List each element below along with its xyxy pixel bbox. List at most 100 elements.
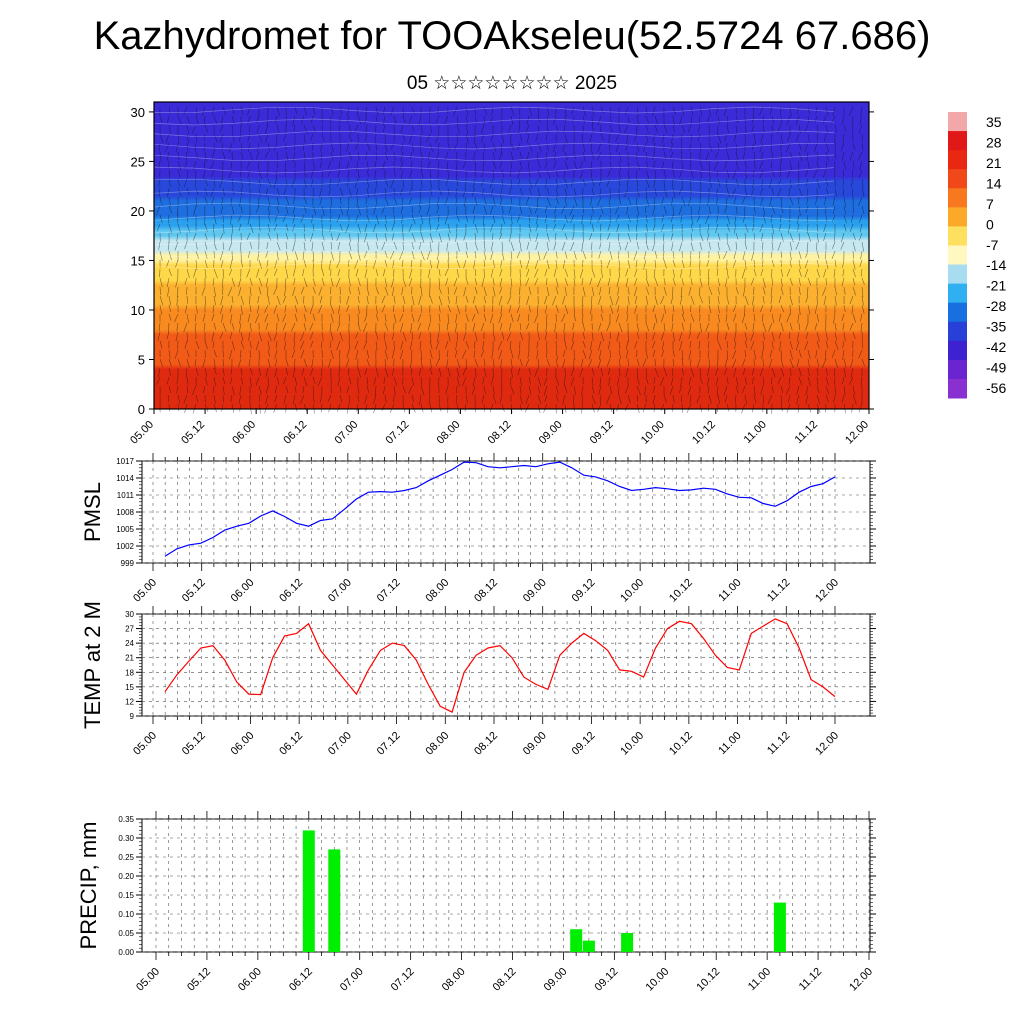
precip-x-tick-label: 08.12 <box>491 966 519 994</box>
precip-frame <box>141 818 871 953</box>
precip-x-tick-label: 09.12 <box>593 966 621 994</box>
precip-y-tick-label: 0.25 <box>118 853 134 862</box>
temp2m-x-tick-label: 10.12 <box>667 730 695 758</box>
pmsl-y-axis-label: PMSL <box>80 482 105 542</box>
heatmap-y-tick-label: 0 <box>138 402 145 417</box>
precip-y-tick-label: 0.10 <box>118 910 134 919</box>
precip-x-tick-label: 06.12 <box>287 966 315 994</box>
temp2m-x-tick-label: 06.00 <box>229 730 257 758</box>
heatmap-x-tick-label: 07.12 <box>384 419 412 447</box>
precip-x-tick-label: 07.12 <box>389 966 417 994</box>
colorbar-label: -28 <box>986 298 1006 314</box>
heatmap-x-tick-label: 07.00 <box>332 419 360 447</box>
pmsl-y-tick-label: 1008 <box>116 508 134 517</box>
precip-y-tick-label: 0.00 <box>118 948 134 957</box>
temp2m-x-tick-label: 12.00 <box>813 730 841 758</box>
pmsl-x-tick-label: 11.12 <box>765 577 792 604</box>
temp2m-y-tick-label: 15 <box>125 683 134 692</box>
precip-x-tick-label: 05.12 <box>185 966 213 994</box>
precip-x-tick-label: 10.00 <box>643 966 671 994</box>
pmsl-x-tick-label: 07.12 <box>375 577 403 605</box>
temp2m-y-tick-label: 9 <box>130 712 135 721</box>
pmsl-x-tick-label: 06.12 <box>277 577 305 605</box>
pmsl-x-tick-label: 05.00 <box>131 577 159 605</box>
heatmap-x-tick-label: 08.12 <box>486 419 514 447</box>
colorbar-segment <box>948 359 967 380</box>
pmsl-x-tick-label: 09.00 <box>521 577 549 605</box>
colorbar-segment <box>948 131 967 151</box>
temp2m-y-tick-label: 24 <box>125 639 134 648</box>
colorbar-label: 28 <box>986 135 1002 151</box>
precip-x-tick-label: 06.00 <box>236 966 264 994</box>
precip-bar <box>582 940 595 952</box>
temp2m-x-tick-label: 05.00 <box>131 730 159 758</box>
pmsl-x-tick-label: 10.00 <box>618 577 646 605</box>
pmsl-x-tick-label: 12.00 <box>813 577 841 605</box>
precip-y-tick-label: 0.05 <box>118 929 134 938</box>
heatmap-x-tick-label: 05.00 <box>128 419 156 447</box>
heatmap-y-tick-label: 30 <box>131 105 145 120</box>
heatmap-y-tick-label: 10 <box>131 303 145 318</box>
temp2m-y-axis-label: TEMP at 2 M <box>80 601 105 729</box>
temp2m-series-line <box>164 618 836 713</box>
page-subtitle: 05 ☆☆☆☆☆☆☆☆ 2025 <box>406 73 618 94</box>
temp2m-y-tick-label: 21 <box>125 654 134 663</box>
colorbar-segment <box>948 264 967 285</box>
pmsl-x-tick-label: 05.12 <box>180 577 208 605</box>
colorbar-label: -49 <box>986 359 1006 375</box>
pmsl-x-tick-label: 06.00 <box>229 577 257 605</box>
colorbar-segment <box>948 283 967 304</box>
colorbar-segment <box>948 245 967 266</box>
pmsl-y-tick-label: 1017 <box>116 457 134 466</box>
heatmap-x-tick-label: 05.12 <box>179 419 207 447</box>
pmsl-y-tick-label: 1011 <box>117 491 135 500</box>
colorbar-segment <box>948 226 967 246</box>
pmsl-series-line <box>164 461 836 557</box>
colorbar-segment <box>948 378 967 399</box>
precip-x-tick-label: 11.12 <box>797 966 824 993</box>
pmsl-x-tick-label: 08.12 <box>472 577 500 605</box>
colorbar-label: -14 <box>986 257 1006 273</box>
colorbar-label: -42 <box>986 339 1006 355</box>
heatmap-x-tick-label: 11.00 <box>742 419 769 446</box>
pmsl-x-tick-label: 08.00 <box>423 577 451 605</box>
page-title: Kazhydromet for TOOAkseleu(52.5724 67.68… <box>93 14 931 58</box>
colorbar-segment <box>948 169 967 189</box>
temp2m-y-tick-label: 27 <box>125 625 134 634</box>
pmsl-y-tick-label: 1005 <box>116 525 134 534</box>
streamlines <box>153 106 835 270</box>
temp2m-x-tick-label: 08.00 <box>423 730 451 758</box>
precip-bar <box>302 830 315 952</box>
precip-bar <box>621 933 634 952</box>
precip-x-tick-label: 10.12 <box>694 966 722 994</box>
pmsl-x-tick-label: 09.12 <box>570 577 598 605</box>
temp2m-x-tick-label: 11.00 <box>716 730 743 757</box>
colorbar-label: -21 <box>986 278 1006 294</box>
heatmap-x-tick-label: 08.00 <box>435 419 463 447</box>
pmsl-x-tick-label: 11.00 <box>716 577 743 604</box>
colorbar-label: -56 <box>986 380 1006 396</box>
pmsl-y-tick-label: 999 <box>121 559 135 568</box>
heatmap-y-tick-label: 15 <box>131 253 145 268</box>
temp2m-x-tick-label: 08.12 <box>472 730 500 758</box>
temp2m-y-tick-label: 12 <box>125 697 134 706</box>
colorbar-segment <box>948 188 967 208</box>
heatmap-x-tick-label: 12.00 <box>843 419 871 447</box>
heatmap-x-tick-label: 09.12 <box>588 419 616 447</box>
colorbar-label: 0 <box>986 216 994 232</box>
temp2m-x-tick-label: 06.12 <box>277 730 305 758</box>
precip-x-tick-label: 08.00 <box>440 966 468 994</box>
pmsl-x-tick-label: 07.00 <box>326 577 354 605</box>
temp2m-x-tick-label: 10.00 <box>618 730 646 758</box>
heatmap-x-tick-label: 06.00 <box>230 419 258 447</box>
temp2m-x-tick-label: 07.12 <box>375 730 403 758</box>
temp2m-x-tick-label: 09.00 <box>521 730 549 758</box>
colorbar-segment <box>948 207 967 227</box>
colorbar-label: 21 <box>986 155 1002 171</box>
colorbar-label: 35 <box>986 114 1002 130</box>
precip-x-tick-label: 12.00 <box>847 966 875 994</box>
precip-y-tick-label: 0.15 <box>118 891 134 900</box>
colorbar-segment <box>948 321 967 342</box>
pmsl-x-tick-label: 10.12 <box>667 577 695 605</box>
